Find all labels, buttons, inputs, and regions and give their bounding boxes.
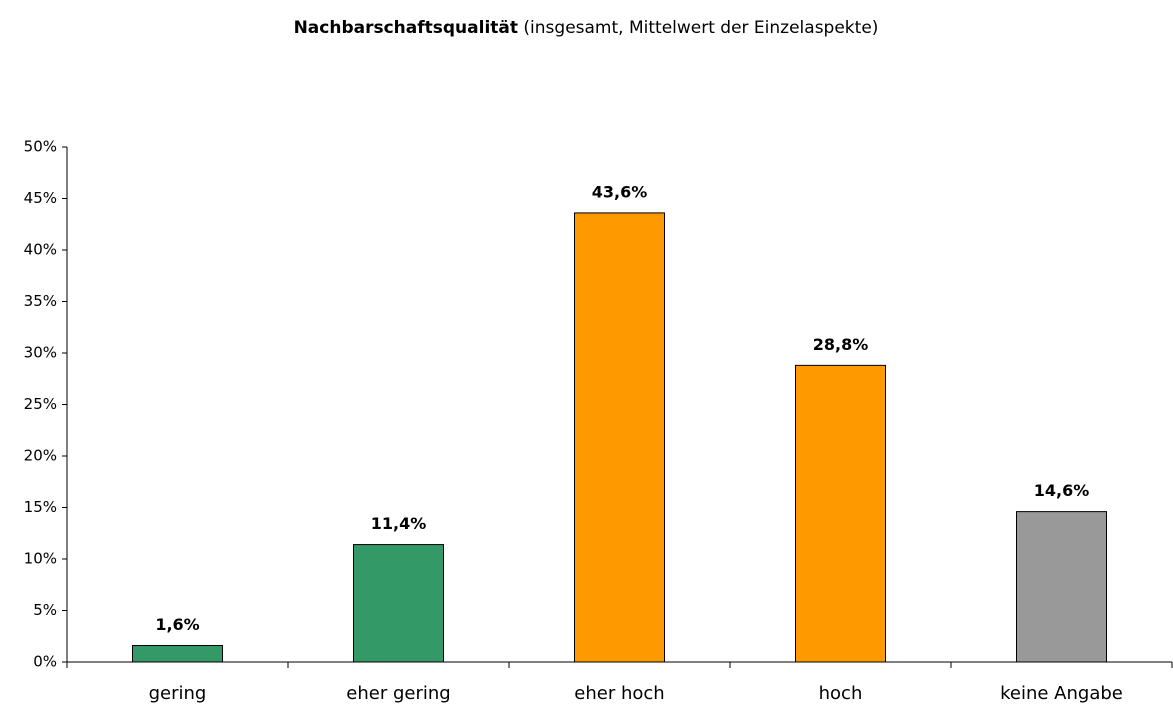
y-tick-label: 10% xyxy=(24,550,57,568)
x-tick-label: gering xyxy=(149,683,207,704)
data-label: 1,6% xyxy=(155,615,199,634)
chart-title: Nachbarschaftsqualität xyxy=(294,18,518,38)
bar xyxy=(353,544,444,663)
y-tick-label: 45% xyxy=(24,189,57,207)
y-tick-label: 5% xyxy=(33,601,57,619)
y-tick-label: 25% xyxy=(24,395,57,413)
x-tick-label: eher gering xyxy=(346,683,450,704)
data-label: 43,6% xyxy=(592,182,648,201)
bar xyxy=(1016,511,1107,663)
x-tick-label: keine Angabe xyxy=(1000,683,1123,704)
data-label: 14,6% xyxy=(1034,481,1090,500)
y-tick-label: 20% xyxy=(24,447,57,465)
bar xyxy=(795,364,886,663)
y-tick-label: 30% xyxy=(24,344,57,362)
x-tick-label: eher hoch xyxy=(574,683,664,704)
bar xyxy=(132,645,223,663)
data-label: 11,4% xyxy=(371,514,427,533)
y-tick-label: 0% xyxy=(33,653,57,671)
data-label: 28,8% xyxy=(813,335,869,354)
y-tick-label: 15% xyxy=(24,498,57,516)
y-tick-label: 35% xyxy=(24,292,57,310)
chart-subtitle: (insgesamt, Mittelwert der Einzelaspekte… xyxy=(523,18,878,38)
y-tick-label: 50% xyxy=(24,138,57,156)
bar xyxy=(574,212,665,663)
y-tick-label: 40% xyxy=(24,241,57,259)
x-tick-label: hoch xyxy=(819,683,863,704)
chart-heading: Nachbarschaftsqualität (insgesamt, Mitte… xyxy=(294,18,879,38)
